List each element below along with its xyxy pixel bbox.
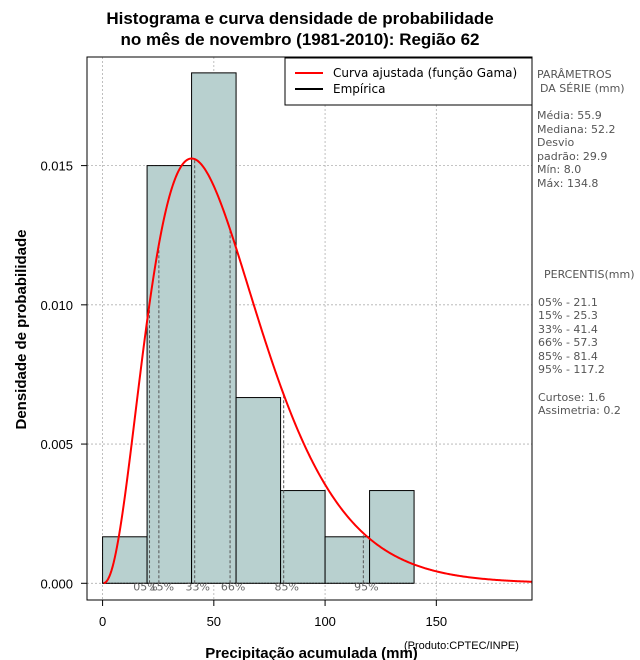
percentile-label: 15% <box>150 580 174 593</box>
histogram-bar <box>191 72 237 584</box>
gamma-curve <box>103 157 533 585</box>
percentile-label: 95% <box>354 580 378 593</box>
percentile-heading: PERCENTIS(mm) <box>544 268 635 281</box>
percentile-panel: PERCENTIS(mm) 05% - 21.1 15% - 25.3 33% … <box>538 268 635 418</box>
chart-title-line-1: Histograma e curva densidade de probabil… <box>106 9 494 28</box>
x-tick-label: 100 <box>314 614 336 629</box>
stat-min: Mín: 8.0 <box>537 163 582 176</box>
stat-mediana: Mediana: 52.2 <box>537 122 616 136</box>
plot-frame <box>86 56 533 601</box>
legend: Curva ajustada (função Gama) Empírica <box>284 57 533 106</box>
stats-heading-2: DA SÉRIE (mm) <box>540 81 625 95</box>
y-tick-label: 0.000 <box>40 576 73 591</box>
stat-media: Média: 55.9 <box>537 109 602 122</box>
percentile-label: 66% <box>221 580 245 593</box>
chart-title-line-2: no mês de novembro (1981-2010): Região 6… <box>120 30 480 49</box>
chart-title: Histograma e curva densidade de probabil… <box>60 8 540 50</box>
stats-panel: PARÂMETROS DA SÉRIE (mm) Média: 55.9 Med… <box>537 68 625 190</box>
x-axis-label: Precipitação acumulada (mm) <box>205 645 418 660</box>
stat-curtose: Curtose: 1.6 <box>538 390 606 404</box>
legend-label: Curva ajustada (função Gama) <box>333 66 517 80</box>
percentile-85: 85% - 81.4 <box>538 349 598 363</box>
percentile-33: 33% - 41.4 <box>538 322 598 336</box>
percentile-15: 15% - 25.3 <box>538 309 598 322</box>
histogram-bar <box>280 490 326 584</box>
gamma-curve-line <box>103 157 533 585</box>
y-tick-label: 0.010 <box>40 298 73 313</box>
stat-desvio-1: Desvio <box>537 136 575 149</box>
stat-desvio-2: padrão: 29.9 <box>537 149 608 163</box>
stat-max: Máx: 134.8 <box>537 176 599 190</box>
percentile-markers: 05%15% 33% 66% 85% 95% <box>102 159 415 593</box>
histogram-bar <box>235 397 282 584</box>
percentile-label: 33% <box>185 580 209 593</box>
axes: 0 50 100 150 0.000 0.005 0.010 0.015 Precipitaçã… <box>13 56 533 660</box>
histogram-bar <box>369 490 415 584</box>
stat-assimetria: Assimetria: 0.2 <box>538 404 621 417</box>
y-axis-label: Densidade de probabilidade <box>13 229 30 429</box>
legend-label: Empírica <box>333 82 385 96</box>
percentile-label: 85% <box>274 580 298 593</box>
x-tick-label: 0 <box>99 614 106 629</box>
credit-label: (Produto:CPTEC/INPE) <box>404 640 519 652</box>
x-tick-label: 50 <box>207 614 221 629</box>
x-tick-label: 150 <box>425 614 447 629</box>
legend-box <box>284 57 533 106</box>
y-tick-label: 0.015 <box>40 159 73 174</box>
percentile-05: 05% - 21.1 <box>538 295 598 309</box>
y-tick-label: 0.005 <box>40 437 73 452</box>
histogram-bar <box>146 165 193 584</box>
stats-heading-1: PARÂMETROS <box>537 68 612 81</box>
histogram-bar <box>324 536 371 584</box>
histogram-bars <box>102 72 415 584</box>
percentile-95: 95% - 117.2 <box>538 363 605 376</box>
percentile-66: 66% - 57.3 <box>538 336 598 349</box>
